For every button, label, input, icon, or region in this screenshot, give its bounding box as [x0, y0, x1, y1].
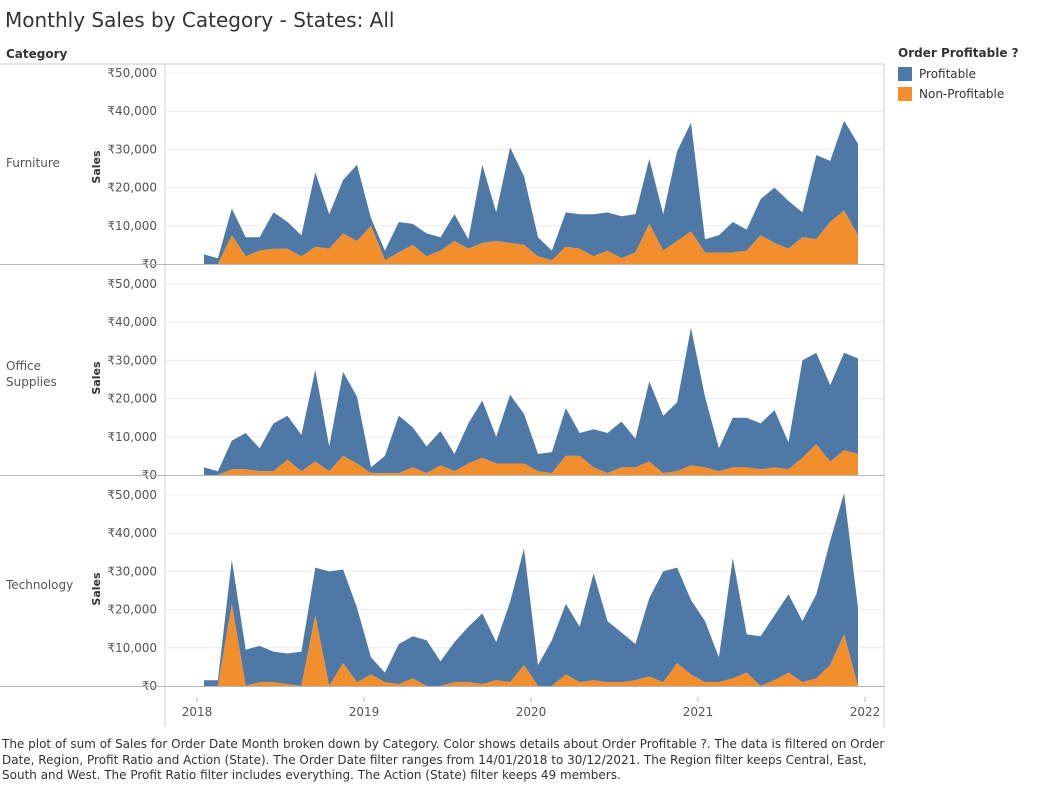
y-axis-title: Sales — [90, 150, 103, 184]
category-label: Office Supplies — [6, 359, 57, 389]
y-tick-label: ₹20,000 — [107, 181, 157, 195]
facet-furniture-panel: ₹0₹10,000₹20,000₹30,000₹40,000₹50,000Sal… — [0, 66, 884, 271]
category-label: Technology — [5, 578, 73, 592]
y-tick-label: ₹10,000 — [107, 641, 157, 655]
y-tick-label: ₹50,000 — [107, 277, 157, 291]
area-facet-technology-profitable — [204, 493, 858, 686]
facet-technology-panel: ₹0₹10,000₹20,000₹30,000₹40,000₹50,000Sal… — [0, 488, 884, 693]
category-label-line: Technology — [5, 578, 73, 592]
legend-swatch-non-profitable — [898, 87, 912, 101]
category-label-line: Office — [6, 359, 41, 373]
legend-label-non-profitable: Non-Profitable — [919, 87, 1005, 101]
category-label-line: Furniture — [6, 156, 60, 170]
y-axis-title: Sales — [90, 572, 103, 606]
y-tick-label: ₹50,000 — [107, 66, 157, 80]
x-tick-label: 2022 — [850, 705, 881, 719]
category-label: Furniture — [6, 156, 60, 170]
y-tick-label: ₹10,000 — [107, 430, 157, 444]
legend-swatch-profitable — [898, 67, 912, 81]
x-tick-label: 2018 — [182, 705, 213, 719]
y-tick-label: ₹40,000 — [107, 526, 157, 540]
legend-title: Order Profitable ? — [898, 46, 1019, 60]
x-tick-label: 2021 — [683, 705, 714, 719]
y-tick-label: ₹30,000 — [107, 142, 157, 156]
legend: Order Profitable ? Profitable Non-Profit… — [898, 46, 1019, 104]
y-tick-label: ₹50,000 — [107, 488, 157, 502]
category-label-line: Supplies — [6, 375, 57, 389]
area-facet-office-supplies-non-profitable — [204, 444, 858, 475]
y-tick-label: ₹10,000 — [107, 219, 157, 233]
area-facet-technology-non-profitable — [204, 603, 858, 686]
x-axis: 2018 2019 2020 2021 2022 — [182, 697, 881, 719]
area-facet-office-supplies-profitable — [204, 327, 858, 475]
facet-office-supplies-panel: ₹0₹10,000₹20,000₹30,000₹40,000₹50,000Sal… — [0, 277, 884, 482]
y-tick-label: ₹20,000 — [107, 603, 157, 617]
category-column-header: Category — [6, 47, 68, 61]
y-tick-label: ₹40,000 — [107, 104, 157, 118]
x-tick-label: 2019 — [349, 705, 380, 719]
y-axis-title: Sales — [90, 361, 103, 395]
chart-title: Monthly Sales by Category - States: All — [5, 8, 395, 32]
legend-item-non-profitable[interactable]: Non-Profitable — [898, 84, 1019, 104]
y-tick-label: ₹40,000 — [107, 315, 157, 329]
legend-label-profitable: Profitable — [919, 67, 976, 81]
x-tick-label: 2020 — [516, 705, 547, 719]
y-tick-label: ₹20,000 — [107, 392, 157, 406]
area-facet-furniture-non-profitable — [204, 210, 858, 264]
area-facet-furniture-profitable — [204, 120, 858, 264]
area-chart: ₹0₹10,000₹20,000₹30,000₹40,000₹50,000Sal… — [0, 63, 885, 727]
chart-caption: The plot of sum of Sales for Order Date … — [2, 737, 885, 782]
y-tick-label: ₹30,000 — [107, 564, 157, 578]
y-tick-label: ₹30,000 — [107, 353, 157, 367]
legend-item-profitable[interactable]: Profitable — [898, 64, 1019, 84]
